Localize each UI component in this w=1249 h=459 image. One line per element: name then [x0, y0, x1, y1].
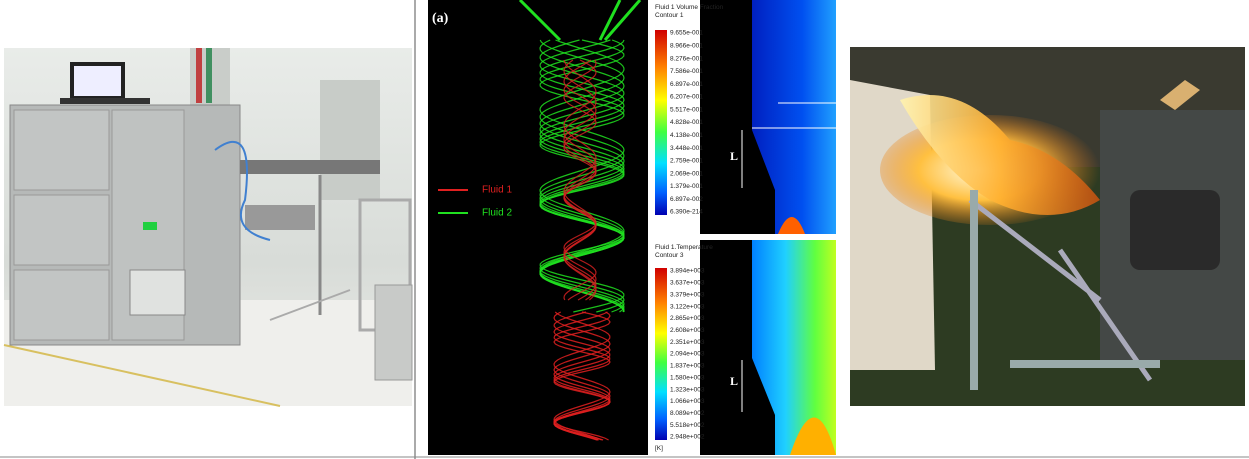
lab-photo [4, 48, 412, 406]
colorbar-label: 3.448e-001 [670, 145, 703, 152]
colorbar-label: 5.518e+002 [670, 422, 705, 429]
colorbar-label: 2.759e-001 [670, 158, 703, 165]
colorbar-label: 6.897e-002 [670, 196, 703, 203]
colorbar-label: 2.865e+003 [670, 315, 705, 322]
colorbar-title: Fluid 1 Volume Fraction [655, 4, 724, 11]
colorbar-subtitle: Contour 3 [655, 252, 684, 259]
colorbar-label: 5.517e-001 [670, 106, 703, 113]
colorbar-label: 9.655e-001 [670, 30, 703, 37]
length-label: L [730, 149, 738, 163]
cfd-streamlines: (a) Fluid 1 Fluid 2 [428, 0, 648, 455]
panel-label: (a) [432, 11, 449, 26]
colorbar-label: 1.379e-001 [670, 183, 703, 190]
colorbar-label: 3.122e+003 [670, 303, 705, 310]
colorbar-label: 2.094e+003 [670, 351, 705, 358]
colorbar-label: 1.580e+003 [670, 374, 705, 381]
colorbar-label: 2.608e+003 [670, 327, 705, 334]
colorbar-label: 6.207e-001 [670, 94, 703, 101]
colorbar-label: 6.390e-214 [670, 209, 703, 216]
colorbar-label: 3.379e+003 [670, 291, 705, 298]
colorbar-unit: [K] [655, 445, 663, 452]
length-label: L [730, 374, 738, 388]
flame-photo [850, 47, 1245, 406]
colorbar-label: 2.069e-001 [670, 170, 703, 177]
colorbar-label: 7.586e-001 [670, 68, 703, 75]
colorbar-label: 3.637e+003 [670, 280, 705, 287]
colorbar-subtitle: Contour 1 [655, 12, 684, 19]
colorbar-label: 1.837e+003 [670, 363, 705, 370]
colorbar-label: 4.828e-001 [670, 119, 703, 126]
colorbar-label: 1.323e+003 [670, 386, 705, 393]
colorbar-label: 8.089e+002 [670, 410, 705, 417]
colorbar-label: 3.894e+003 [670, 268, 705, 275]
colorbar-label: 4.138e-001 [670, 132, 703, 139]
colorbar-label: 2.351e+003 [670, 339, 705, 346]
colorbar-label: 1.066e+003 [670, 398, 705, 405]
colorbar-label: 2.948e+002 [670, 434, 705, 441]
colorbar-label: 8.966e-001 [670, 43, 703, 50]
colorbar-label: 6.897e-001 [670, 81, 703, 88]
colorbar-label: 8.276e-001 [670, 55, 703, 62]
figure: (a) Fluid 1 Fluid 2 Fluid 1 Volume Fract… [0, 0, 1249, 459]
colorbar-title: Fluid 1.Temperature [655, 244, 713, 251]
legend-label: Fluid 1 [482, 185, 512, 196]
legend-label: Fluid 2 [482, 208, 512, 219]
